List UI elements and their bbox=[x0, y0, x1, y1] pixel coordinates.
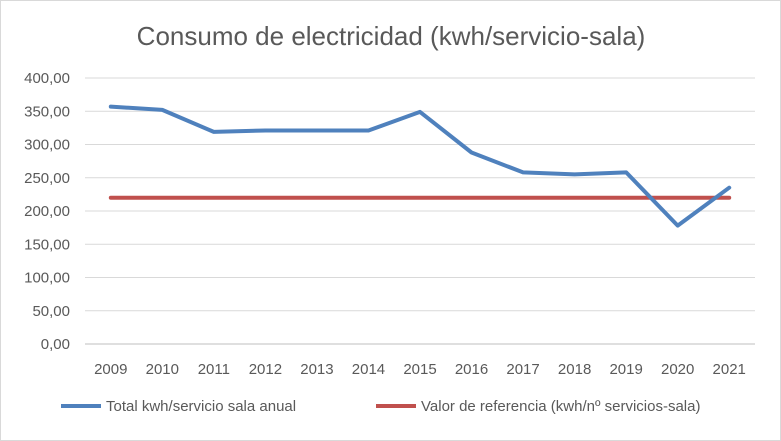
y-tick-label: 0,00 bbox=[41, 336, 70, 353]
series-line bbox=[108, 104, 732, 228]
y-tick-label: 350,00 bbox=[24, 103, 70, 120]
x-tick-label: 2019 bbox=[609, 361, 642, 378]
y-tick-label: 200,00 bbox=[24, 203, 70, 220]
x-tick-label: 2021 bbox=[713, 361, 746, 378]
y-tick-label: 150,00 bbox=[24, 236, 70, 253]
y-tick-label: 250,00 bbox=[24, 170, 70, 187]
y-axis-ticks: 0,00 50,00 100,00 150,00 200,00 250,00 300,00 3… bbox=[24, 70, 70, 353]
legend-label: Total kwh/servicio sala anual bbox=[106, 398, 296, 415]
y-tick-label: 100,00 bbox=[24, 270, 70, 287]
legend-label: Valor de referencia (kwh/nº servicios-sa… bbox=[421, 398, 700, 415]
y-tick-label: 400,00 bbox=[24, 70, 70, 87]
x-tick-label: 2014 bbox=[352, 361, 385, 378]
x-tick-label: 2010 bbox=[146, 361, 179, 378]
x-tick-label: 2012 bbox=[249, 361, 282, 378]
legend-item: Total kwh/servicio sala anual bbox=[61, 398, 296, 415]
x-tick-label: 2011 bbox=[198, 361, 230, 378]
gridlines bbox=[85, 77, 755, 345]
y-tick-label: 300,00 bbox=[24, 137, 70, 154]
y-tick-label: 50,00 bbox=[32, 303, 70, 320]
series-lines bbox=[108, 104, 732, 228]
x-tick-label: 2017 bbox=[506, 361, 539, 378]
chart-title: Consumo de electricidad (kwh/servicio-sa… bbox=[137, 21, 646, 51]
x-tick-label: 2013 bbox=[300, 361, 333, 378]
legend: Total kwh/servicio sala anual Valor de re… bbox=[61, 398, 700, 415]
x-axis-ticks: 2009 2010 2011 2012 2013 2014 2015 2016 2017 2018… bbox=[94, 361, 746, 378]
x-tick-label: 2020 bbox=[661, 361, 694, 378]
series-1 bbox=[108, 104, 732, 228]
x-tick-label: 2015 bbox=[403, 361, 436, 378]
x-tick-label: 2016 bbox=[455, 361, 488, 378]
x-tick-label: 2018 bbox=[558, 361, 591, 378]
legend-item: Valor de referencia (kwh/nº servicios-sa… bbox=[376, 398, 700, 415]
x-tick-label: 2009 bbox=[94, 361, 127, 378]
